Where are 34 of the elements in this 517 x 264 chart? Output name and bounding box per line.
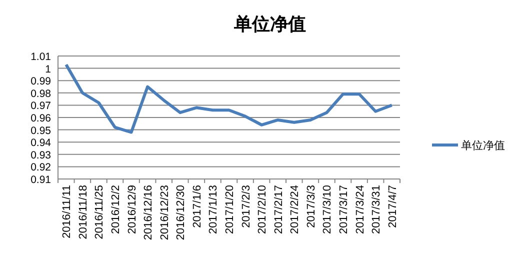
xtick: 2017/3/31: [370, 185, 383, 234]
ytick: 0.96: [30, 112, 51, 124]
xtick: 2016/11/18: [77, 185, 90, 240]
xtick: 2016/12/16: [142, 185, 155, 240]
ytick: 0.98: [30, 88, 51, 100]
xtick: 2017/2/24: [289, 185, 302, 234]
xtick: 2017/3/17: [338, 185, 350, 234]
xtick: 2017/2/17: [272, 185, 285, 234]
ytick: 0.91: [30, 174, 51, 186]
xtick: 2017/1/20: [224, 185, 236, 234]
xtick: 2016/12/23: [158, 185, 171, 240]
xtick: 2017/3/3: [305, 185, 318, 228]
xtick: 2016/11/25: [94, 185, 106, 240]
xtick: 2017/3/24: [354, 185, 366, 234]
xtick: 2016/12/30: [175, 185, 188, 240]
xtick: 2017/3/10: [322, 185, 334, 234]
ytick: 0.95: [30, 124, 51, 137]
xtick: 2017/4/7: [386, 185, 399, 228]
ytick: 0.97: [30, 100, 51, 112]
ytick: 0.99: [30, 76, 51, 88]
legend: 单位净值: [461, 140, 505, 152]
title: 单位净值: [234, 14, 306, 34]
ytick: 0.94: [30, 137, 51, 150]
xtick: 2017/1/13: [208, 185, 220, 234]
xtick: 2017/1/6: [191, 185, 204, 228]
ytick: 1.01: [30, 51, 51, 63]
xtick: 2016/11/11: [61, 185, 74, 238]
xtick: 2016/12/9: [126, 185, 138, 234]
xtick: 2016/12/2: [110, 185, 122, 234]
xtick: 2017/2/3: [240, 185, 252, 228]
xtick: 2017/2/10: [256, 185, 269, 234]
ytick: 1: [45, 63, 51, 76]
ytick: 0.92: [30, 162, 51, 174]
ytick: 0.93: [30, 149, 51, 162]
